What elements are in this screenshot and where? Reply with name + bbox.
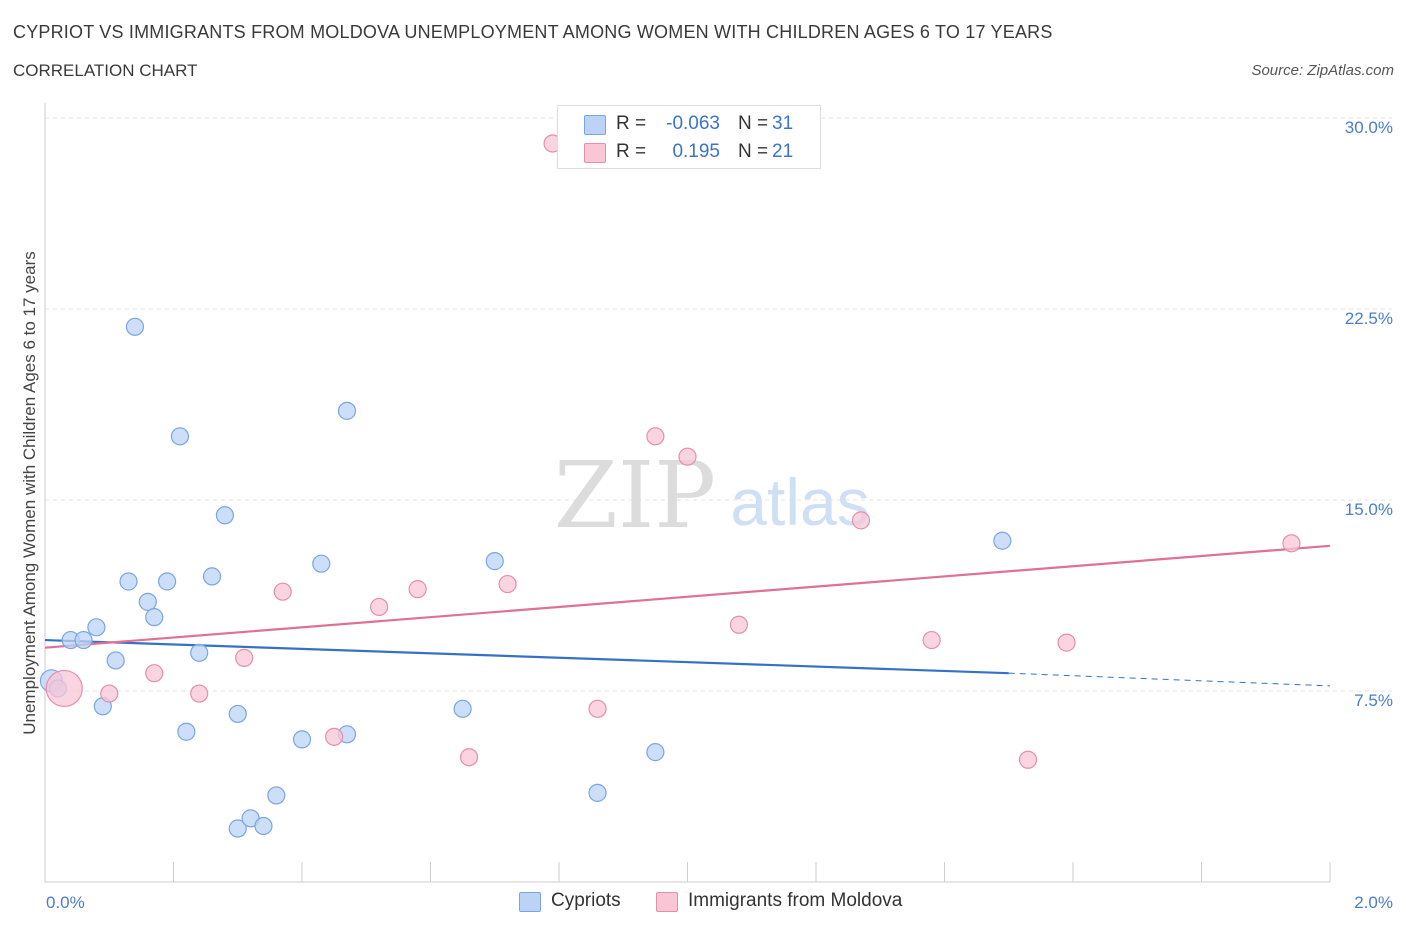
- data-point-moldova: [145, 664, 164, 683]
- data-point-moldova: [325, 727, 344, 746]
- data-point-moldova: [922, 630, 941, 650]
- n-label: N =: [738, 141, 769, 162]
- data-point-cypriots: [588, 783, 607, 802]
- data-point-cypriots: [202, 567, 222, 586]
- x-tick-label: 0.0%: [46, 893, 85, 912]
- legend-row-cypriots: R = -0.063 N = 31: [558, 111, 820, 137]
- data-point-moldova: [1057, 633, 1076, 652]
- legend-swatch-pink: [656, 892, 678, 912]
- y-tick-label: 15.0%: [1345, 500, 1393, 519]
- data-point-moldova: [235, 648, 254, 667]
- source-credit: Source: ZipAtlas.com: [1251, 62, 1394, 79]
- chart-subtitle: CORRELATION CHART: [13, 61, 198, 80]
- chart-title: CYPRIOT VS IMMIGRANTS FROM MOLDOVA UNEMP…: [13, 22, 1053, 42]
- data-point-moldova: [273, 582, 292, 601]
- data-point-cypriots: [125, 317, 145, 336]
- trend-line-extension: [1008, 672, 1331, 687]
- data-point-moldova: [588, 699, 607, 718]
- data-point-moldova: [646, 427, 665, 446]
- data-point-moldova: [678, 447, 697, 466]
- legend-swatch-pink: [584, 143, 606, 163]
- n-value: 21: [772, 141, 794, 162]
- data-point-moldova: [45, 669, 83, 708]
- legend-label-moldova: Immigrants from Moldova: [688, 890, 903, 911]
- n-value: 31: [772, 113, 794, 134]
- data-point-cypriots: [228, 819, 247, 838]
- data-point-cypriots: [228, 704, 247, 724]
- data-point-moldova: [100, 684, 119, 703]
- trend-line-moldova: [44, 544, 1331, 649]
- r-label: R =: [616, 113, 647, 134]
- correlation-legend: R = -0.063 N = 31 R = 0.195 N = 21: [557, 105, 821, 169]
- data-point-cypriots: [312, 554, 331, 573]
- data-point-moldova: [1282, 534, 1301, 553]
- data-point-cypriots: [119, 572, 138, 591]
- legend-label-cypriots: Cypriots: [551, 890, 621, 911]
- trend-lines: [44, 544, 1331, 687]
- data-points: [39, 134, 1301, 838]
- legend-swatch-blue: [519, 892, 541, 912]
- data-point-cypriots: [254, 816, 273, 836]
- n-label: N =: [738, 113, 769, 134]
- x-tick-label: 2.0%: [1354, 893, 1393, 912]
- y-axis-label: Unemployment Among Women with Children A…: [20, 251, 39, 735]
- data-point-cypriots: [157, 572, 177, 591]
- data-point-cypriots: [453, 699, 472, 718]
- watermark-atlas: atlas: [730, 465, 869, 539]
- y-tick-label: 7.5%: [1354, 691, 1393, 710]
- trend-line-cypriots: [44, 638, 1009, 675]
- data-point-cypriots: [993, 531, 1012, 550]
- y-tick-label: 22.5%: [1345, 309, 1393, 328]
- series-legend: Cypriots Immigrants from Moldova: [0, 889, 1406, 915]
- legend-row-moldova: R = 0.195 N = 21: [558, 139, 820, 165]
- data-point-cypriots: [190, 643, 209, 662]
- y-tick-label: 30.0%: [1345, 118, 1393, 137]
- data-point-cypriots: [646, 743, 665, 762]
- data-point-cypriots: [177, 722, 196, 741]
- data-point-cypriots: [267, 786, 286, 805]
- r-label: R =: [616, 141, 647, 162]
- data-point-moldova: [190, 684, 209, 703]
- data-point-moldova: [498, 574, 517, 594]
- r-value: -0.063: [666, 113, 720, 134]
- legend-swatch-blue: [584, 115, 606, 135]
- data-point-cypriots: [215, 506, 234, 525]
- data-point-cypriots: [485, 552, 504, 571]
- data-point-cypriots: [106, 651, 125, 670]
- data-point-moldova: [370, 597, 389, 617]
- data-point-moldova: [851, 511, 871, 530]
- data-point-cypriots: [145, 608, 164, 627]
- data-point-cypriots: [138, 592, 157, 611]
- data-point-cypriots: [337, 401, 357, 420]
- axes: [44, 103, 1331, 883]
- data-point-cypriots: [292, 730, 312, 749]
- data-point-cypriots: [170, 427, 190, 446]
- r-value: 0.195: [672, 141, 720, 162]
- data-point-cypriots: [87, 618, 106, 637]
- tick-labels: 7.5% 15.0% 22.5% 30.0% 0.0% 2.0%: [46, 118, 1393, 912]
- data-point-moldova: [459, 748, 479, 767]
- grid-lines: [45, 117, 1392, 692]
- data-point-moldova: [729, 615, 749, 634]
- data-point-moldova: [1018, 750, 1038, 769]
- watermark: ZIP atlas: [554, 442, 870, 549]
- data-point-cypriots: [74, 630, 93, 650]
- data-point-moldova: [408, 580, 427, 599]
